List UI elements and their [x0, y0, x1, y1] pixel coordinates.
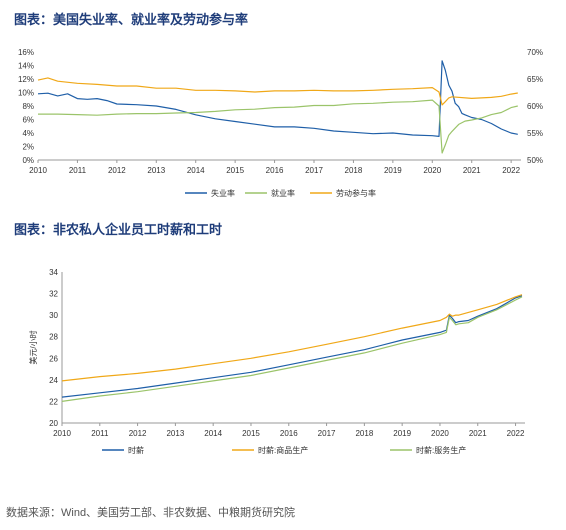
- y-axis-label: 美元/小时: [28, 330, 38, 364]
- legend-label: 劳动参与率: [336, 188, 376, 198]
- x-tick-label: 2021: [463, 166, 481, 175]
- y-tick-label: 14%: [18, 62, 34, 71]
- y-tick-label: 32: [49, 290, 58, 299]
- x-tick-label: 2022: [502, 166, 520, 175]
- x-tick-label: 2019: [384, 166, 402, 175]
- y-tick-label: 6%: [22, 116, 34, 125]
- y2-tick-label: 60%: [527, 102, 543, 111]
- x-tick-label: 2017: [305, 166, 323, 175]
- x-tick-label: 2020: [431, 429, 449, 438]
- legend-label: 时薪: [128, 445, 144, 455]
- x-tick-label: 2013: [166, 429, 184, 438]
- wage-chart: 2010 2011 2012 2013 2014 2015 2016 2017 2018 2019…: [28, 268, 525, 455]
- y-tick-label: 12%: [18, 75, 34, 84]
- x-tick-label: 2015: [242, 429, 260, 438]
- x-tick-label: 2016: [280, 429, 298, 438]
- x-tick-label: 2014: [204, 429, 222, 438]
- y-tick-label: 0%: [22, 156, 34, 165]
- y2-tick-label: 65%: [527, 75, 543, 84]
- y-tick-label: 8%: [22, 102, 34, 111]
- y-tick-label: 20: [49, 419, 58, 428]
- legend-label: 时薪:服务生产: [416, 445, 466, 455]
- y2-tick-label: 55%: [527, 129, 543, 138]
- y-tick-label: 16%: [18, 48, 34, 57]
- chart2-title: 图表：非农私人企业员工时薪和工时: [14, 222, 223, 237]
- x-tick-label: 2014: [187, 166, 205, 175]
- x-tick-label: 2018: [355, 429, 373, 438]
- x-tick-label: 2010: [29, 166, 47, 175]
- unemployment-chart: 2010 2011 2012 2013 2014 2015 2016 2017 2018 2019…: [18, 48, 543, 198]
- y-tick-label: 4%: [22, 129, 34, 138]
- legend-label: 时薪:商品生产: [258, 445, 308, 455]
- x-tick-label: 2010: [53, 429, 71, 438]
- x-tick-label: 2017: [318, 429, 336, 438]
- y-tick-label: 28: [49, 333, 58, 342]
- chart1-title: 图表：美国失业率、就业率及劳动参与率: [14, 12, 249, 27]
- y-tick-label: 34: [49, 268, 58, 277]
- y-tick-label: 30: [49, 311, 58, 320]
- legend-label: 就业率: [271, 188, 295, 198]
- x-tick-label: 2020: [423, 166, 441, 175]
- series-line-2: [61, 294, 523, 382]
- series-line-3: [37, 77, 518, 106]
- x-tick-label: 2011: [91, 429, 109, 438]
- x-tick-label: 2012: [129, 429, 147, 438]
- x-tick-label: 2021: [469, 429, 487, 438]
- y-tick-label: 22: [49, 397, 58, 406]
- legend-label: 失业率: [211, 188, 235, 198]
- x-tick-label: 2012: [108, 166, 126, 175]
- y2-tick-label: 50%: [527, 156, 543, 165]
- y2-tick-label: 70%: [527, 48, 543, 57]
- y-tick-label: 2%: [22, 143, 34, 152]
- x-tick-label: 2022: [507, 429, 525, 438]
- series-line-1: [61, 295, 523, 398]
- x-tick-label: 2016: [266, 166, 284, 175]
- series-line-2: [38, 99, 518, 154]
- x-tick-label: 2018: [345, 166, 363, 175]
- x-tick-label: 2019: [393, 429, 411, 438]
- x-tick-label: 2011: [69, 166, 87, 175]
- y-tick-label: 26: [49, 354, 58, 363]
- x-tick-label: 2013: [147, 166, 165, 175]
- x-tick-label: 2015: [226, 166, 244, 175]
- y-tick-label: 24: [49, 376, 58, 385]
- series-line-3: [61, 296, 523, 402]
- y-tick-label: 10%: [18, 89, 34, 98]
- data-source: 数据来源：Wind、美国劳工部、非农数据、中粮期货研究院: [6, 507, 296, 519]
- series-line-1: [37, 60, 518, 138]
